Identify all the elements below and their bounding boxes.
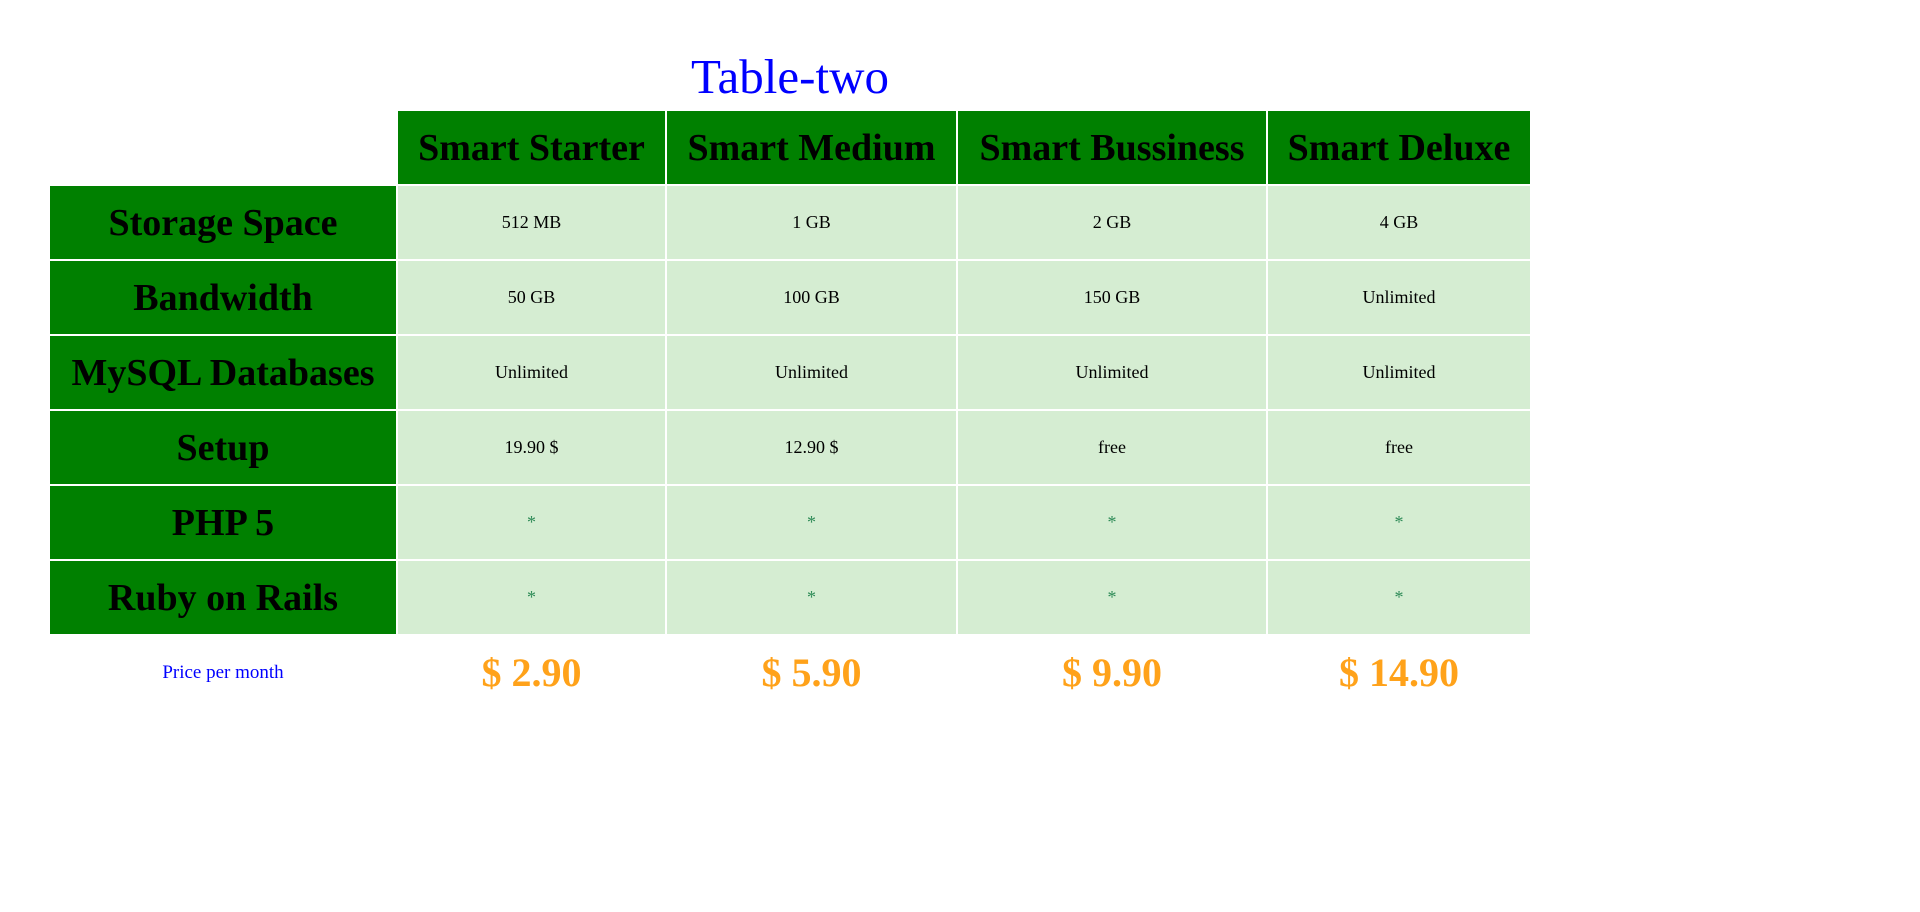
asterisk-marker: * <box>667 486 956 559</box>
asterisk-marker: * <box>1268 486 1530 559</box>
table-row: PHP 5 * * * * <box>50 486 1530 559</box>
table-row: Setup 19.90 $ 12.90 $ free free <box>50 411 1530 484</box>
table-cell: 50 GB <box>398 261 665 334</box>
table-row: Bandwidth 50 GB 100 GB 150 GB Unlimited <box>50 261 1530 334</box>
table-cell: Unlimited <box>1268 261 1530 334</box>
plan-header-smart-bussiness: Smart Bussiness <box>958 111 1266 184</box>
price-row: Price per month $ 2.90 $ 5.90 $ 9.90 $ 1… <box>50 636 1530 709</box>
feature-label-setup: Setup <box>50 411 396 484</box>
table-cell: 1 GB <box>667 186 956 259</box>
price-smart-starter: $ 2.90 <box>481 650 582 695</box>
pricing-table: Table-two Smart Starter Smart Medium Sma… <box>48 45 1532 711</box>
asterisk-marker: * <box>1268 561 1530 634</box>
feature-label-php-5: PHP 5 <box>50 486 396 559</box>
feature-label-storage-space: Storage Space <box>50 186 396 259</box>
asterisk-marker: * <box>958 561 1266 634</box>
price-smart-deluxe: $ 14.90 <box>1339 650 1459 695</box>
asterisk-marker: * <box>398 486 665 559</box>
plan-header-smart-starter: Smart Starter <box>398 111 665 184</box>
table-cell: 19.90 $ <box>398 411 665 484</box>
table-cell: Unlimited <box>958 336 1266 409</box>
table-cell: 512 MB <box>398 186 665 259</box>
table-row: Storage Space 512 MB 1 GB 2 GB 4 GB <box>50 186 1530 259</box>
table-cell: 100 GB <box>667 261 956 334</box>
feature-label-ruby-on-rails: Ruby on Rails <box>50 561 396 634</box>
asterisk-marker: * <box>667 561 956 634</box>
feature-label-bandwidth: Bandwidth <box>50 261 396 334</box>
table-cell: free <box>958 411 1266 484</box>
table-row: Ruby on Rails * * * * <box>50 561 1530 634</box>
table-cell: Unlimited <box>667 336 956 409</box>
plan-header-smart-deluxe: Smart Deluxe <box>1268 111 1530 184</box>
asterisk-marker: * <box>958 486 1266 559</box>
asterisk-marker: * <box>398 561 665 634</box>
table-caption: Table-two <box>691 49 889 104</box>
price-per-month-label: Price per month <box>162 661 284 683</box>
header-row: Smart Starter Smart Medium Smart Bussine… <box>50 111 1530 184</box>
table-cell: Unlimited <box>1268 336 1530 409</box>
table-cell: 2 GB <box>958 186 1266 259</box>
pricing-table-container: Table-two Smart Starter Smart Medium Sma… <box>50 45 1532 711</box>
price-smart-medium: $ 5.90 <box>761 650 862 695</box>
table-cell: free <box>1268 411 1530 484</box>
table-cell: 12.90 $ <box>667 411 956 484</box>
price-smart-bussiness: $ 9.90 <box>1062 650 1162 695</box>
table-cell: 150 GB <box>958 261 1266 334</box>
feature-label-mysql-databases: MySQL Databases <box>50 336 396 409</box>
table-cell: 4 GB <box>1268 186 1530 259</box>
table-row: MySQL Databases Unlimited Unlimited Unli… <box>50 336 1530 409</box>
plan-header-smart-medium: Smart Medium <box>667 111 956 184</box>
table-cell: Unlimited <box>398 336 665 409</box>
header-corner-cell <box>50 111 396 184</box>
